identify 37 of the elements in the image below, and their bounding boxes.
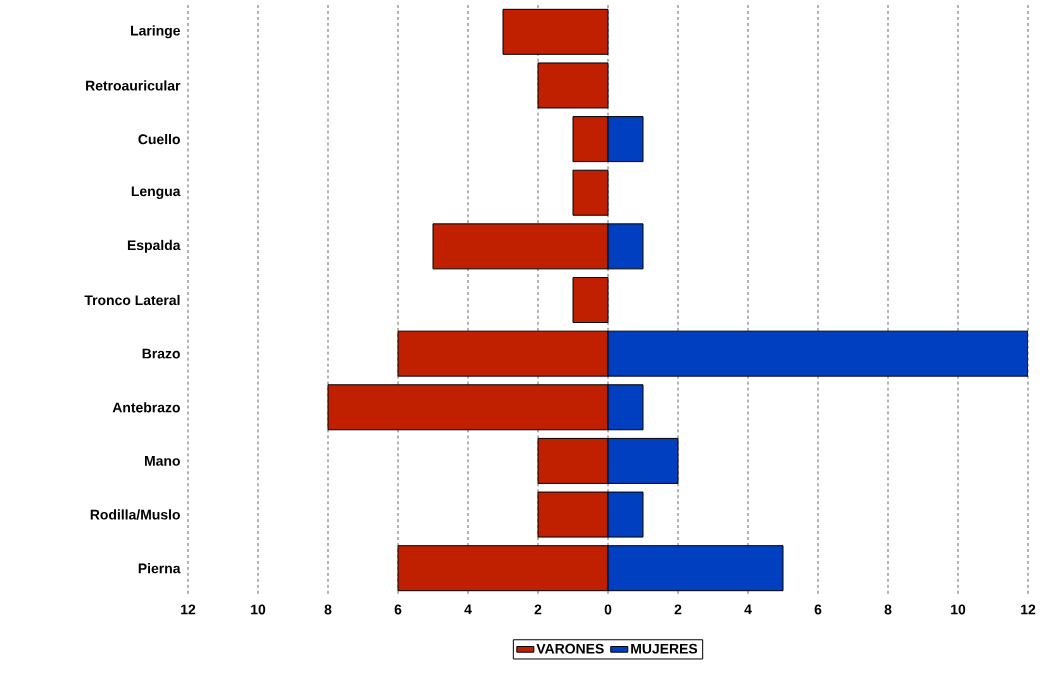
y-tick-label: Rodilla/Muslo [90,509,180,520]
x-tick-label: 6 [394,604,402,615]
y-tick-label: Antebrazo [112,402,180,413]
x-tick-label: 12 [1021,604,1036,615]
x-tick-label: 10 [251,604,266,615]
y-tick-label: Tronco Lateral [84,294,180,306]
x-tick-label: 6 [814,604,822,615]
x-tick-label: 8 [324,604,332,615]
legend-label: MUJERES [631,643,698,654]
bar [537,62,609,109]
bar [607,491,644,538]
bar [607,223,644,270]
x-tick-label: 2 [674,604,682,615]
bar [607,384,644,431]
bar [502,8,609,55]
x-tick-label: 4 [744,604,752,615]
x-tick-label: 8 [884,604,892,615]
bar [572,277,609,323]
y-tick-label: Mano [145,456,180,466]
y-tick-label: Cuello [138,133,180,145]
bar [607,437,679,484]
x-tick-label: 4 [464,604,472,615]
y-tick-label: Pierna [138,563,181,574]
legend-label: VARONES [536,643,604,654]
y-tick-label: Laringe [131,25,181,39]
bar [607,330,1029,377]
y-tick-label: Lengua [131,186,181,199]
y-tick-label: Brazo [142,348,180,359]
x-tick-label: 12 [181,604,196,615]
y-tick-label: Espalda [127,239,181,253]
x-tick-label: 2 [534,604,542,615]
bar [607,116,644,163]
x-tick-label: 10 [951,604,966,615]
y-tick-label: Retroauricular [86,80,181,91]
bar [607,545,784,592]
bar [572,169,609,216]
x-tick-label: 0 [604,604,612,615]
